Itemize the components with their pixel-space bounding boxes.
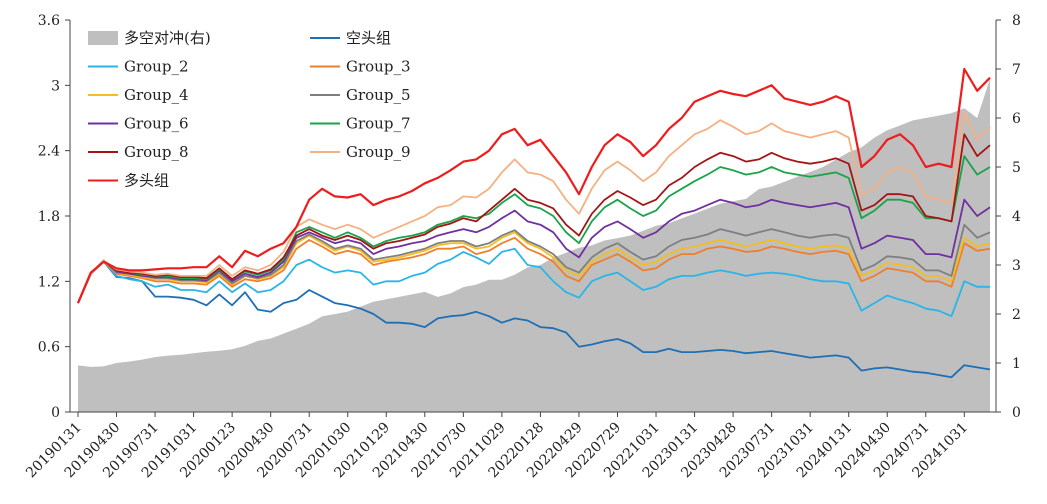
right-tick-label: 0 — [1012, 405, 1021, 421]
legend-label: 多头组 — [124, 172, 169, 190]
right-tick-label: 6 — [1012, 111, 1021, 127]
area-series-long-short — [78, 78, 990, 413]
series-line-group-8 — [77, 133, 991, 304]
area-layer — [78, 78, 990, 413]
left-tick-label: 0.6 — [38, 340, 60, 356]
series-line-group-5 — [77, 223, 991, 304]
right-tick-label: 1 — [1012, 356, 1021, 372]
series-line-group-6 — [77, 198, 991, 304]
series-line-- — [76, 67, 991, 304]
legend-label: 空头组 — [346, 29, 391, 47]
left-tick-label: 3 — [51, 78, 60, 94]
right-tick-label: 5 — [1012, 160, 1021, 176]
left-tick-label: 1.8 — [38, 209, 60, 225]
legend-label: Group_3 — [346, 58, 411, 76]
right-tick-label: 8 — [1012, 13, 1021, 29]
left-tick-label: 1.2 — [38, 274, 60, 290]
right-tick-label: 3 — [1012, 258, 1021, 274]
series-line-group-9 — [77, 111, 991, 304]
right-tick-label: 4 — [1012, 209, 1021, 225]
legend-swatch-area — [88, 31, 118, 45]
legend-label: Group_4 — [124, 86, 189, 104]
series-line-- — [77, 260, 991, 379]
legend: 多空对冲(右) 空头组 Group_2 Group_3 Group_4 Group_5 Gr… — [88, 29, 411, 190]
right-tick-label: 7 — [1012, 62, 1021, 78]
legend-label: Group_2 — [124, 58, 189, 76]
left-tick-label: 3.6 — [38, 13, 60, 29]
lines-layer — [76, 67, 991, 379]
left-tick-label: 0 — [51, 405, 60, 421]
legend-label: Group_5 — [346, 86, 411, 104]
legend-label: Group_8 — [124, 143, 189, 161]
series-line-group-2 — [77, 247, 990, 318]
legend-label: 多空对冲(右) — [124, 29, 211, 47]
legend-label: Group_7 — [346, 115, 411, 133]
series-line-group-3 — [77, 236, 991, 304]
left-tick-label: 2.4 — [38, 144, 60, 160]
right-tick-label: 2 — [1012, 307, 1021, 323]
legend-label: Group_6 — [124, 115, 189, 133]
legend-label: Group_9 — [346, 143, 411, 161]
